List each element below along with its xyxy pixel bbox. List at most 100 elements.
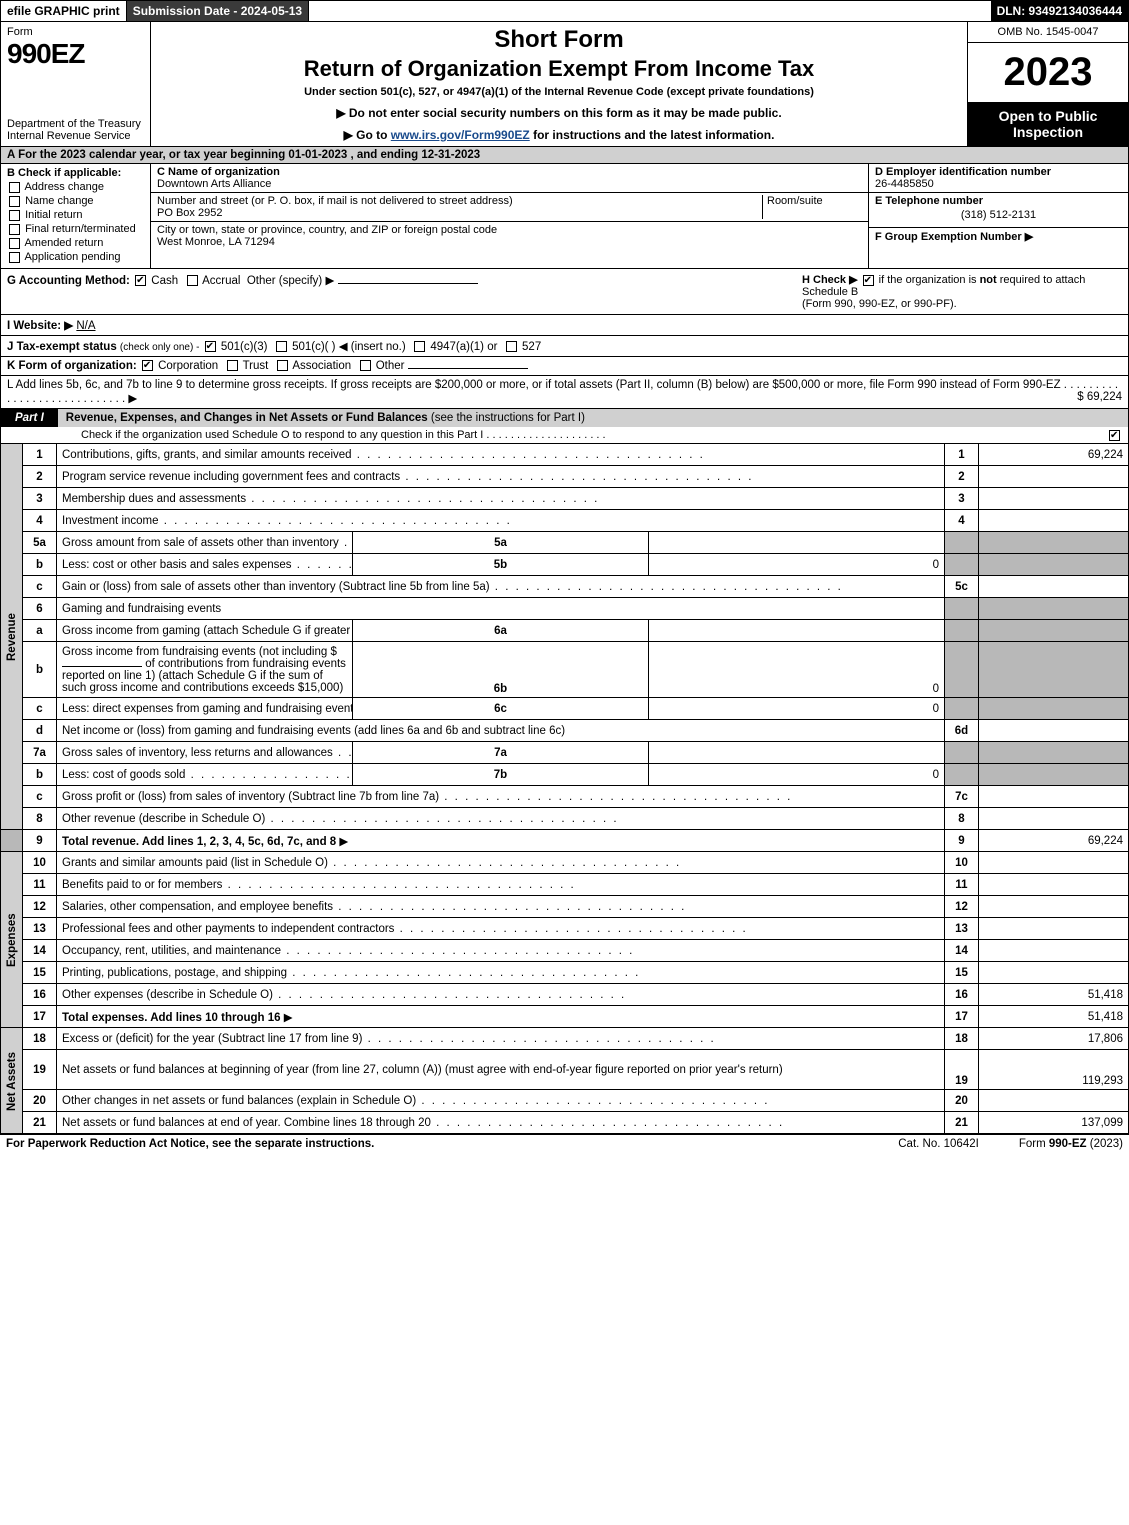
line-17-value: 51,418 [979,1006,1129,1028]
h-text1: if the organization is [879,274,980,286]
efile-print-label[interactable]: efile GRAPHIC print [1,1,127,21]
opt-4947: 4947(a)(1) or [430,341,497,353]
line-3: 3 Membership dues and assessments 3 [1,488,1129,510]
checkbox-trust-icon[interactable] [227,360,238,371]
opt-final-return[interactable]: Final return/terminated [7,223,144,235]
checkbox-assoc-icon[interactable] [277,360,288,371]
ssn-warning: ▶ Do not enter social security numbers o… [159,106,959,120]
line-9-value: 69,224 [979,830,1129,852]
g-label: G Accounting Method: [7,275,130,287]
h-not: not [980,274,997,286]
j-sub: (check only one) - [120,342,199,353]
sidetab-net-assets: Net Assets [1,1028,23,1134]
opt-application-pending[interactable]: Application pending [7,251,144,263]
other-org-line[interactable] [408,368,528,369]
form-word: Form [7,26,144,38]
city-value: West Monroe, LA 71294 [157,236,275,248]
cash-label: Cash [151,275,178,287]
other-specify-line[interactable] [338,283,478,284]
contrib-blank[interactable] [62,666,142,667]
line-4: 4 Investment income 4 [1,510,1129,532]
room-suite-label: Room/suite [762,195,862,219]
opt-corporation: Corporation [158,360,218,372]
street-value: PO Box 2952 [157,207,222,219]
checkbox-527-icon[interactable] [506,341,517,352]
checkbox-icon [9,196,20,207]
page-footer: For Paperwork Reduction Act Notice, see … [0,1134,1129,1153]
submission-date: Submission Date - 2024-05-13 [127,1,309,21]
omb-number: OMB No. 1545-0047 [968,22,1128,43]
line-10: Expenses 10 Grants and similar amounts p… [1,852,1129,874]
line-6: 6 Gaming and fundraising events [1,598,1129,620]
line-21-value: 137,099 [979,1112,1129,1134]
col-b-label: B Check if applicable: [7,167,121,179]
h-label: H Check ▶ [802,274,858,286]
ein-cell: D Employer identification number 26-4485… [869,164,1128,193]
goto-pre: ▶ Go to [344,128,391,142]
irs-link[interactable]: www.irs.gov/Form990EZ [391,128,530,142]
part-1-sub-text: Check if the organization used Schedule … [81,429,606,441]
accrual-label: Accrual [202,275,240,287]
line-6c: c Less: direct expenses from gaming and … [1,698,1129,720]
row-i-website: I Website: ▶ N/A [0,314,1129,335]
line-20: 20 Other changes in net assets or fund b… [1,1090,1129,1112]
checkbox-501c-icon[interactable] [276,341,287,352]
goto-instructions: ▶ Go to www.irs.gov/Form990EZ for instru… [159,128,959,142]
line-6b: b Gross income from fundraising events (… [1,642,1129,698]
line-19-value: 119,293 [979,1050,1129,1090]
line-11: 11 Benefits paid to or for members 11 [1,874,1129,896]
l-amount: $ 69,224 [1077,391,1122,403]
line-7c: c Gross profit or (loss) from sales of i… [1,786,1129,808]
line-2: 2 Program service revenue including gove… [1,466,1129,488]
open-to-public: Open to Public Inspection [968,102,1128,146]
line-18: Net Assets 18 Excess or (deficit) for th… [1,1028,1129,1050]
line-19: 19 Net assets or fund balances at beginn… [1,1050,1129,1090]
line-17: 17 Total expenses. Add lines 10 through … [1,1006,1129,1028]
header-right: OMB No. 1545-0047 2023 Open to Public In… [968,22,1128,146]
checkbox-accrual-icon[interactable] [187,275,198,286]
checkbox-501c3-icon[interactable] [205,341,216,352]
opt-amended-return[interactable]: Amended return [7,237,144,249]
part-1-title: Revenue, Expenses, and Changes in Net As… [58,409,593,427]
section-b-through-f: B Check if applicable: Address change Na… [0,163,1129,268]
l-text: L Add lines 5b, 6c, and 7b to line 9 to … [7,379,1118,405]
checkbox-other-icon[interactable] [360,360,371,371]
line-13: 13 Professional fees and other payments … [1,918,1129,940]
line-1: Revenue 1 Contributions, gifts, grants, … [1,444,1129,466]
line-1-desc: Contributions, gifts, grants, and simila… [57,444,945,466]
checkbox-schedule-o-icon[interactable] [1109,430,1120,441]
checkbox-h-icon[interactable] [863,275,874,286]
lines-table: Revenue 1 Contributions, gifts, grants, … [0,443,1129,1134]
group-exemption-label: F Group Exemption Number ▶ [875,231,1033,243]
k-label: K Form of organization: [7,360,137,372]
group-exemption-cell: F Group Exemption Number ▶ [869,227,1128,245]
line-8: 8 Other revenue (describe in Schedule O)… [1,808,1129,830]
form-number: 990EZ [7,38,144,70]
line-5c: c Gain or (loss) from sale of assets oth… [1,576,1129,598]
form-header: Form 990EZ Department of the Treasury In… [0,21,1129,146]
opt-name-change[interactable]: Name change [7,195,144,207]
checkbox-4947-icon[interactable] [414,341,425,352]
j-label: J Tax-exempt status [7,341,117,353]
city-cell: City or town, state or province, country… [151,222,868,250]
opt-527: 527 [522,341,541,353]
ein-label: D Employer identification number [875,166,1051,178]
top-bar: efile GRAPHIC print Submission Date - 20… [0,0,1129,21]
line-12: 12 Salaries, other compensation, and emp… [1,896,1129,918]
h-text3: (Form 990, 990-EZ, or 990-PF). [802,298,957,310]
opt-address-change[interactable]: Address change [7,181,144,193]
line-16: 16 Other expenses (describe in Schedule … [1,984,1129,1006]
paperwork-notice: For Paperwork Reduction Act Notice, see … [6,1138,374,1150]
ein-value: 26-4485850 [875,178,934,190]
line-1-value: 69,224 [979,444,1129,466]
opt-initial-return[interactable]: Initial return [7,209,144,221]
website-label: I Website: ▶ [7,320,73,332]
opt-501c: 501(c)( ) ◀ (insert no.) [292,341,406,353]
checkbox-corp-icon[interactable] [142,360,153,371]
row-j-tax-exempt: J Tax-exempt status (check only one) - 5… [0,335,1129,356]
checkbox-cash-icon[interactable] [135,275,146,286]
line-14: 14 Occupancy, rent, utilities, and maint… [1,940,1129,962]
row-k-form-org: K Form of organization: Corporation Trus… [0,356,1129,375]
return-title: Return of Organization Exempt From Incom… [159,56,959,82]
accounting-method: G Accounting Method: Cash Accrual Other … [7,273,802,310]
